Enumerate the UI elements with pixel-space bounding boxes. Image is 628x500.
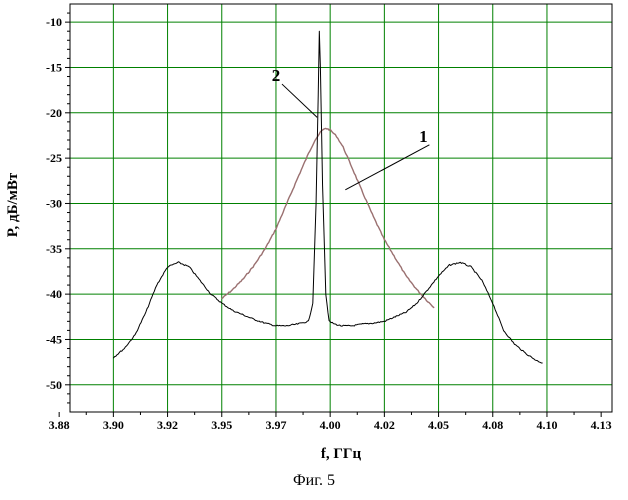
y-axis-label: P, дБ/мВт (5, 172, 21, 237)
annotation-leader (345, 145, 429, 190)
y-tick-label: -40 (46, 287, 62, 301)
y-tick-label: -20 (46, 106, 62, 120)
grid (70, 4, 612, 412)
y-tick-label: -30 (46, 196, 62, 210)
annotation-label: 2 (272, 66, 281, 85)
y-tick-label: -35 (46, 242, 62, 256)
y-tick-label: -10 (46, 15, 62, 29)
x-axis-label: f, ГГц (321, 446, 362, 462)
figure-caption: Фиг. 5 (0, 472, 628, 490)
x-tick-label: 4.08 (482, 418, 503, 432)
series-line-1 (222, 128, 434, 307)
x-tick-label: 3.92 (157, 418, 178, 432)
x-tick-label: 4.02 (374, 418, 395, 432)
y-tick-label: -50 (46, 378, 62, 392)
x-tick-label: 4.13 (591, 418, 612, 432)
x-tick-label: 3.88 (49, 418, 70, 432)
x-tick-label: 4.10 (536, 418, 557, 432)
x-tick-label: 4.00 (320, 418, 341, 432)
y-tick-label: -25 (46, 151, 62, 165)
annotations: 21 (272, 66, 430, 190)
series-layer (113, 31, 542, 363)
axes: 3.88 3.90 3.92 3.95 3.97 4.00 4.02 4.05 4.08 4.10… (46, 4, 612, 432)
x-tick-label: 3.90 (103, 418, 124, 432)
x-tick-label: 3.95 (211, 418, 232, 432)
x-tick-label: 4.05 (428, 418, 449, 432)
annotation-label: 1 (419, 127, 428, 146)
y-tick-label: -45 (46, 332, 62, 346)
y-tick-label: -15 (46, 60, 62, 74)
x-tick-label: 3.97 (265, 418, 286, 432)
series-line-2 (113, 31, 542, 363)
plot-frame (70, 4, 612, 412)
